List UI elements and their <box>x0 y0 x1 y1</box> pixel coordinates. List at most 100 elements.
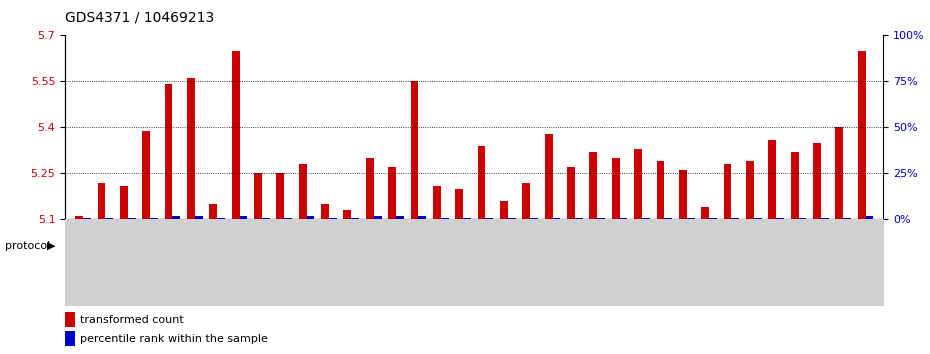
Bar <box>754 218 762 219</box>
Bar <box>634 149 642 219</box>
Bar <box>709 218 717 219</box>
Bar <box>679 170 686 219</box>
FancyBboxPatch shape <box>270 219 292 306</box>
FancyBboxPatch shape <box>65 223 247 266</box>
Bar <box>418 216 426 219</box>
Bar <box>821 218 829 219</box>
Bar <box>530 218 538 219</box>
Bar <box>612 158 619 219</box>
FancyBboxPatch shape <box>657 219 679 306</box>
Text: siRNA  TNFa-OMe-P: siRNA TNFa-OMe-P <box>743 239 843 249</box>
FancyBboxPatch shape <box>633 219 657 306</box>
FancyBboxPatch shape <box>156 219 179 306</box>
Bar <box>500 201 508 219</box>
Bar <box>352 218 359 219</box>
Text: transformed count: transformed count <box>80 315 183 325</box>
Text: control: control <box>138 239 174 249</box>
Bar <box>262 218 270 219</box>
Bar <box>374 216 381 219</box>
Bar <box>844 218 851 219</box>
FancyBboxPatch shape <box>383 219 406 306</box>
Bar <box>98 183 105 219</box>
Bar <box>777 218 784 219</box>
Bar <box>799 218 806 219</box>
Bar <box>686 218 695 219</box>
FancyBboxPatch shape <box>838 219 861 306</box>
FancyBboxPatch shape <box>224 219 247 306</box>
Bar <box>813 143 821 219</box>
Bar <box>299 164 307 219</box>
Bar <box>732 218 739 219</box>
Bar <box>321 204 329 219</box>
Bar <box>590 152 597 219</box>
FancyBboxPatch shape <box>565 219 588 306</box>
Text: GDS4371 / 10469213: GDS4371 / 10469213 <box>65 11 214 25</box>
FancyBboxPatch shape <box>724 219 747 306</box>
Bar <box>285 218 292 219</box>
FancyBboxPatch shape <box>133 219 156 306</box>
Bar <box>172 216 180 219</box>
FancyBboxPatch shape <box>588 219 611 306</box>
Bar <box>523 183 530 219</box>
FancyBboxPatch shape <box>315 219 338 306</box>
Text: siRNA  TNFa-OMe: siRNA TNFa-OMe <box>589 239 678 249</box>
Bar <box>835 127 844 219</box>
Bar <box>441 218 448 219</box>
Bar <box>232 51 240 219</box>
FancyBboxPatch shape <box>247 219 270 306</box>
FancyBboxPatch shape <box>87 219 111 306</box>
Bar <box>388 167 396 219</box>
Bar <box>768 140 777 219</box>
Bar <box>209 204 217 219</box>
Bar <box>657 161 664 219</box>
FancyBboxPatch shape <box>202 219 224 306</box>
FancyBboxPatch shape <box>520 219 542 306</box>
FancyBboxPatch shape <box>179 219 202 306</box>
FancyBboxPatch shape <box>452 223 565 266</box>
Bar <box>127 218 136 219</box>
Bar <box>343 210 352 219</box>
Text: protocol: protocol <box>5 241 50 251</box>
FancyBboxPatch shape <box>861 219 884 306</box>
FancyBboxPatch shape <box>747 219 770 306</box>
FancyBboxPatch shape <box>361 219 383 306</box>
Bar <box>456 189 463 219</box>
Bar <box>597 218 605 219</box>
FancyBboxPatch shape <box>701 219 724 306</box>
FancyBboxPatch shape <box>452 219 474 306</box>
FancyBboxPatch shape <box>770 219 792 306</box>
FancyBboxPatch shape <box>816 219 838 306</box>
Text: siRNA scrambled: siRNA scrambled <box>305 239 393 249</box>
Bar <box>433 186 441 219</box>
Bar <box>552 218 561 219</box>
FancyBboxPatch shape <box>792 219 816 306</box>
FancyBboxPatch shape <box>565 223 701 266</box>
Text: siRNA TNFa: siRNA TNFa <box>479 239 538 249</box>
Bar <box>746 161 754 219</box>
Bar <box>329 218 337 219</box>
Bar <box>485 218 493 219</box>
Bar <box>83 218 91 219</box>
Bar <box>724 164 732 219</box>
FancyBboxPatch shape <box>429 219 452 306</box>
FancyBboxPatch shape <box>474 219 497 306</box>
Bar <box>165 85 172 219</box>
Bar <box>276 173 285 219</box>
FancyBboxPatch shape <box>65 219 87 306</box>
Bar <box>463 218 471 219</box>
Bar <box>575 218 583 219</box>
FancyBboxPatch shape <box>701 223 884 266</box>
Bar <box>65 331 75 346</box>
Bar <box>410 81 418 219</box>
Bar <box>75 216 83 219</box>
Bar <box>307 216 314 219</box>
Bar <box>545 133 552 219</box>
Bar <box>619 218 628 219</box>
FancyBboxPatch shape <box>111 219 133 306</box>
Bar <box>142 131 150 219</box>
Bar <box>65 312 75 327</box>
Bar <box>365 158 374 219</box>
Bar <box>866 216 873 219</box>
Bar <box>642 218 650 219</box>
FancyBboxPatch shape <box>247 223 452 266</box>
